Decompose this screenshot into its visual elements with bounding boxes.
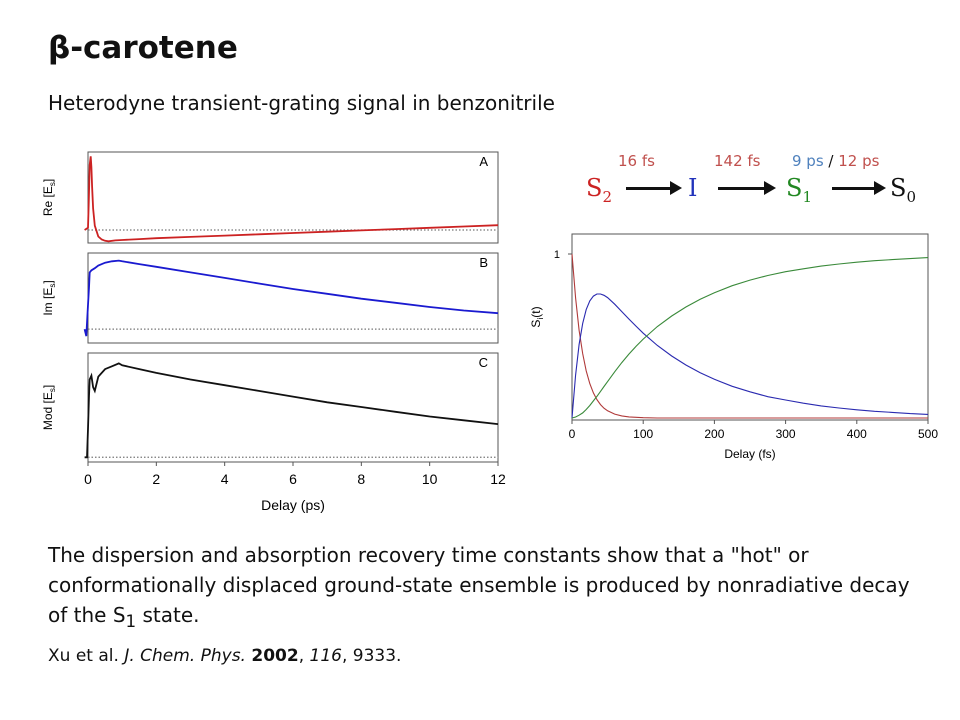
y-axis-label: Im [Es]	[41, 280, 57, 315]
arrow-icon	[626, 181, 682, 195]
population-kinetics-chart: 1 0 100 200 300 400 500 Delay (fs) Si(t)	[529, 233, 938, 461]
species-i: I	[688, 174, 698, 202]
slide-title: β-carotene	[48, 30, 238, 66]
x-tick-label: 500	[918, 427, 938, 441]
x-tick-label: 8	[357, 471, 365, 487]
x-tick-label: 6	[289, 471, 297, 487]
population-curve-2	[571, 257, 929, 419]
panel-letter: C	[479, 355, 488, 370]
x-tick-label: 12	[490, 471, 506, 487]
population-curve-1	[571, 293, 929, 419]
kinetic-scheme: 16 fs 142 fs 9 ps / 12 ps S2 I S1 S0	[570, 150, 940, 220]
series-line-a	[84, 156, 499, 243]
x-tick-label: 0	[84, 471, 92, 487]
x-axis-label: Delay (ps)	[261, 497, 325, 513]
x-tick-label: 300	[776, 427, 796, 441]
species-s2: S2	[586, 174, 612, 206]
x-tick-label: 0	[569, 427, 576, 441]
series-line-c	[84, 362, 499, 459]
species-s0: S0	[890, 174, 916, 206]
panel-letter: B	[479, 255, 488, 270]
arrow-icon	[832, 181, 886, 195]
transient-grating-chart: A Re [Es] B Im [Es] C Mod [Es] 0 2 4 6 8 10 12 Delay …	[41, 151, 506, 513]
y-tick-label: 1	[554, 249, 560, 261]
time-constant-i-to-s1: 142 fs	[714, 152, 761, 170]
population-curve-0	[571, 253, 928, 419]
slide-subtitle: Heterodyne transient-grating signal in b…	[48, 91, 555, 115]
x-tick-label: 100	[633, 427, 653, 441]
x-tick-label: 200	[704, 427, 724, 441]
panel-letter: A	[479, 154, 488, 169]
series-line-b	[83, 259, 499, 337]
conclusion-text: The dispersion and absorption recovery t…	[48, 543, 910, 631]
time-constant-s1-to-s0: 9 ps / 12 ps	[792, 152, 880, 170]
y-axis-label: Re [Es]	[41, 179, 57, 216]
panel-frame	[87, 151, 499, 244]
plot-frame	[571, 233, 929, 421]
x-tick-label: 10	[422, 471, 438, 487]
x-tick-label: 2	[152, 471, 160, 487]
x-axis-label: Delay (fs)	[724, 447, 775, 461]
panel-frame	[87, 352, 499, 463]
y-axis-label: Si(t)	[529, 306, 545, 327]
time-constant-s2-to-i: 16 fs	[618, 152, 655, 170]
x-tick-label: 4	[221, 471, 229, 487]
y-axis-label: Mod [Es]	[41, 385, 57, 430]
arrow-icon	[718, 181, 776, 195]
species-s1: S1	[786, 174, 812, 206]
x-tick-label: 400	[847, 427, 867, 441]
citation: Xu et al. J. Chem. Phys. 2002, 116, 9333…	[48, 646, 402, 666]
